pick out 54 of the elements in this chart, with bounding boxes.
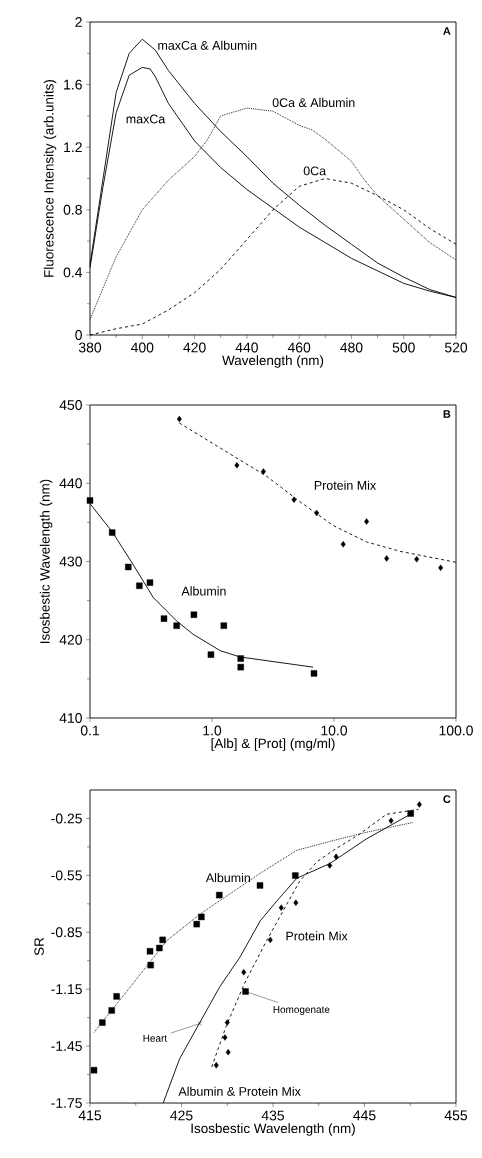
x-tick-label: 445 (353, 1110, 376, 1121)
x-tick-label: 425 (170, 1110, 193, 1121)
y-tick-label: -0.55 (51, 870, 82, 881)
y-axis-title: Fluorescence Intensity (arb.units) (43, 79, 57, 277)
y-tick-label: 1.6 (64, 79, 82, 90)
x-tick-label: 440 (235, 342, 258, 353)
series-label: Albumin (181, 586, 226, 596)
x-axis-title: Wavelength (nm) (222, 355, 324, 368)
series-label: 0Ca & Albumin (272, 97, 355, 108)
series-label: maxCa (126, 114, 166, 124)
x-tick-label: 460 (287, 342, 311, 353)
annotation: C (443, 795, 451, 803)
y-tick-label: 420 (59, 634, 82, 645)
text: Homogenate (273, 1006, 330, 1015)
x-tick-label: 10.0 (321, 725, 348, 736)
x-tick-label: 100.0 (439, 725, 473, 736)
series-label: Albumin (205, 873, 250, 883)
series-label: Albumin & Protein Mix (178, 1086, 301, 1096)
x-axis-title: [Alb] & [Prot] (mg/ml) (211, 738, 335, 751)
series-label: Protein Mix (286, 931, 348, 941)
x-tick-label: 0.1 (80, 725, 100, 736)
y-tick-label: 0.4 (63, 267, 83, 278)
x-tick-label: 420 (183, 342, 206, 353)
text: Heart (143, 1034, 168, 1042)
series-label: maxCa & Albumin (158, 40, 257, 50)
y-axis-title: SR (34, 937, 44, 956)
x-tick-label: 455 (444, 1110, 468, 1121)
y-tick-label: 450 (59, 400, 82, 410)
y-tick-label: -0.85 (51, 927, 82, 938)
x-tick-label: 435 (261, 1110, 285, 1121)
x-axis-title: Isosbestic Wavelength (nm) (191, 1123, 355, 1136)
annotation: A (443, 27, 451, 35)
y-tick-label: 0 (75, 330, 82, 340)
x-tick-label: 400 (130, 342, 154, 353)
y-tick-label: 410 (59, 713, 82, 723)
y-tick-label: -1.15 (51, 984, 82, 995)
y-tick-label: -1.45 (51, 1041, 82, 1051)
x-tick-label: 415 (78, 1110, 102, 1121)
y-tick-label: 1.2 (64, 142, 82, 153)
y-tick-label: 0.8 (63, 204, 82, 215)
annotation: B (443, 410, 451, 418)
y-tick-label: 430 (59, 556, 82, 567)
y-axis-title: Isosbestic Wavelength (nm) (39, 479, 53, 643)
series-label: 0Ca (303, 166, 327, 176)
y-tick-label: 440 (59, 478, 82, 489)
x-tick-label: 500 (392, 342, 415, 353)
y-tick-label: -0.25 (51, 813, 82, 824)
x-tick-label: 480 (340, 342, 363, 353)
x-tick-label: 520 (444, 342, 468, 353)
x-tick-label: 380 (78, 342, 102, 353)
y-tick-label: 2 (75, 17, 82, 27)
y-tick-label: -1.75 (51, 1098, 82, 1108)
x-tick-label: 1.0 (203, 725, 222, 736)
series-label: Protein Mix (314, 480, 376, 490)
